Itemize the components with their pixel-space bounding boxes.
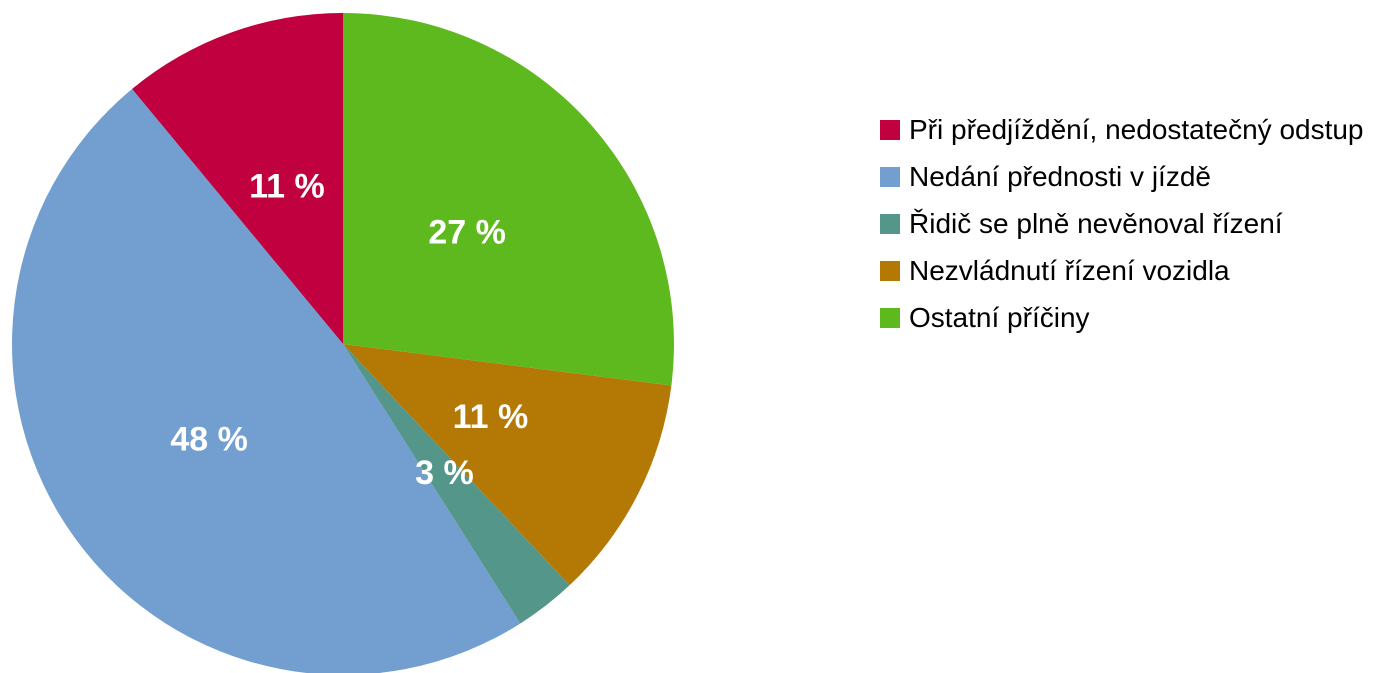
legend-swatch [880, 120, 900, 140]
pie-slice [132, 13, 343, 344]
pie-slice [343, 13, 674, 386]
legend: Při předjíždění, nedostatečný odstup Nedá… [880, 111, 1371, 346]
legend-item: Nezvládnutí řízení vozidla [880, 252, 1371, 290]
pie-slice [343, 344, 672, 586]
legend-swatch [880, 308, 900, 328]
legend-item: Nedání přednosti v jízdě [880, 158, 1371, 196]
pie-slice [343, 344, 570, 624]
legend-item: Při předjíždění, nedostatečný odstup [880, 111, 1371, 149]
value-label: 3 % [415, 454, 474, 492]
legend-swatch [880, 167, 900, 187]
legend-swatch [880, 261, 900, 281]
legend-label: Řidič se plně nevěnoval řízení [909, 208, 1283, 239]
legend-label: Nezvládnutí řízení vozidla [909, 255, 1230, 286]
legend-item: Ostatní příčiny [880, 299, 1371, 337]
value-label: 48 % [170, 420, 248, 458]
legend-item: Řidič se plně nevěnoval řízení [880, 205, 1371, 243]
legend-label: Při předjíždění, nedostatečný odstup [909, 114, 1364, 145]
value-label: 27 % [428, 214, 506, 252]
legend-label: Ostatní příčiny [909, 302, 1090, 333]
legend-swatch [880, 214, 900, 234]
legend-label: Nedání přednosti v jízdě [909, 161, 1211, 192]
pie-slice [12, 88, 521, 673]
chart: 11 % 48 % 3 % 11 % 27 % [12, 13, 674, 673]
value-label: 11 % [453, 398, 529, 436]
value-label: 11 % [249, 167, 325, 205]
